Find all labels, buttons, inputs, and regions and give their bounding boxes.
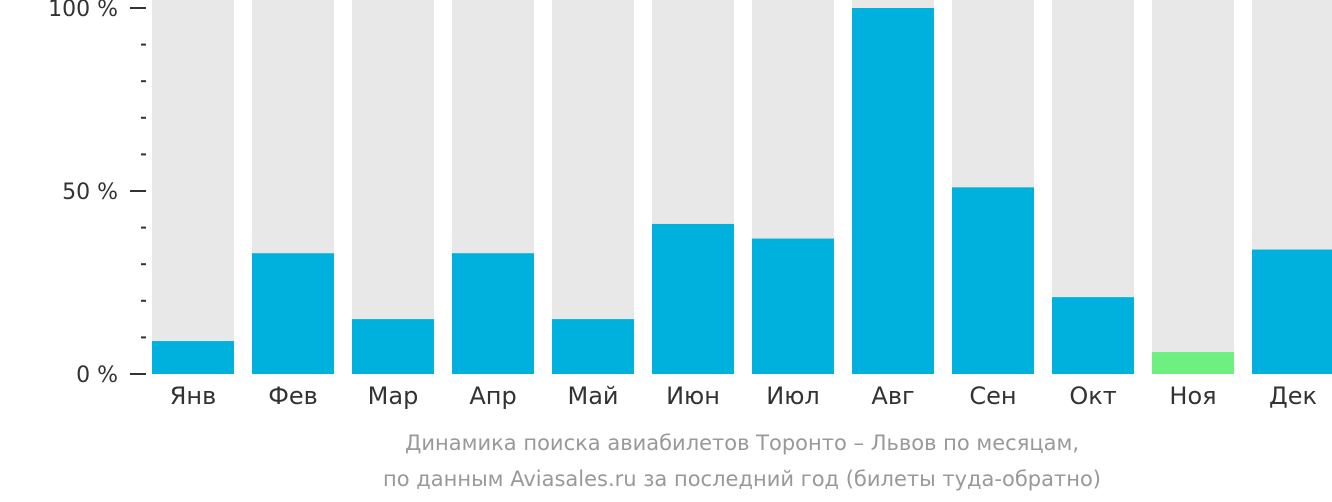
bar-12	[1252, 249, 1332, 374]
bar-8	[852, 8, 934, 374]
bar-2	[252, 253, 334, 374]
bar-background	[1152, 0, 1234, 374]
bar-10	[1052, 297, 1134, 374]
x-tick-label: Апр	[469, 382, 516, 410]
bar-chart: 0 % 50 % 100 % Янв Фев Мар Апр Май Июн Июл Авг Сен…	[48, 0, 1332, 410]
bar-4	[452, 253, 534, 374]
x-tick-label: Мар	[368, 382, 419, 410]
bar-7	[752, 238, 834, 374]
x-axis-labels: Янв Фев Мар Апр Май Июн Июл Авг Сен Окт Ноя Дек	[170, 382, 1317, 410]
bar-background	[352, 0, 434, 374]
chart-caption-line-2: по данным Aviasales.ru за последний год …	[383, 467, 1101, 491]
bar-5	[552, 319, 634, 374]
x-tick-label: Фев	[268, 382, 318, 410]
x-tick-label: Ноя	[1169, 382, 1216, 410]
bar-background	[152, 0, 234, 374]
y-tick-label: 0 %	[76, 363, 118, 388]
x-tick-label: Янв	[170, 382, 217, 410]
bar-3	[352, 319, 434, 374]
bar-1	[152, 341, 234, 374]
y-tick-label: 100 %	[48, 0, 118, 22]
x-tick-label: Авг	[871, 382, 914, 410]
x-tick-label: Дек	[1269, 382, 1317, 410]
x-tick-label: Окт	[1069, 382, 1116, 410]
x-tick-label: Июн	[666, 382, 720, 410]
bar-9	[952, 187, 1034, 374]
x-tick-label: Сен	[969, 382, 1016, 410]
bar-6	[652, 223, 734, 374]
bar-11	[1152, 352, 1234, 374]
x-tick-label: Май	[567, 382, 618, 410]
x-tick-label: Июл	[766, 382, 820, 410]
bar-background	[552, 0, 634, 374]
chart-caption-line-1: Динамика поиска авиабилетов Торонто – Ль…	[404, 431, 1080, 455]
y-tick-label: 50 %	[62, 180, 118, 205]
bars	[152, 0, 1332, 374]
y-axis: 0 % 50 % 100 %	[48, 0, 146, 388]
